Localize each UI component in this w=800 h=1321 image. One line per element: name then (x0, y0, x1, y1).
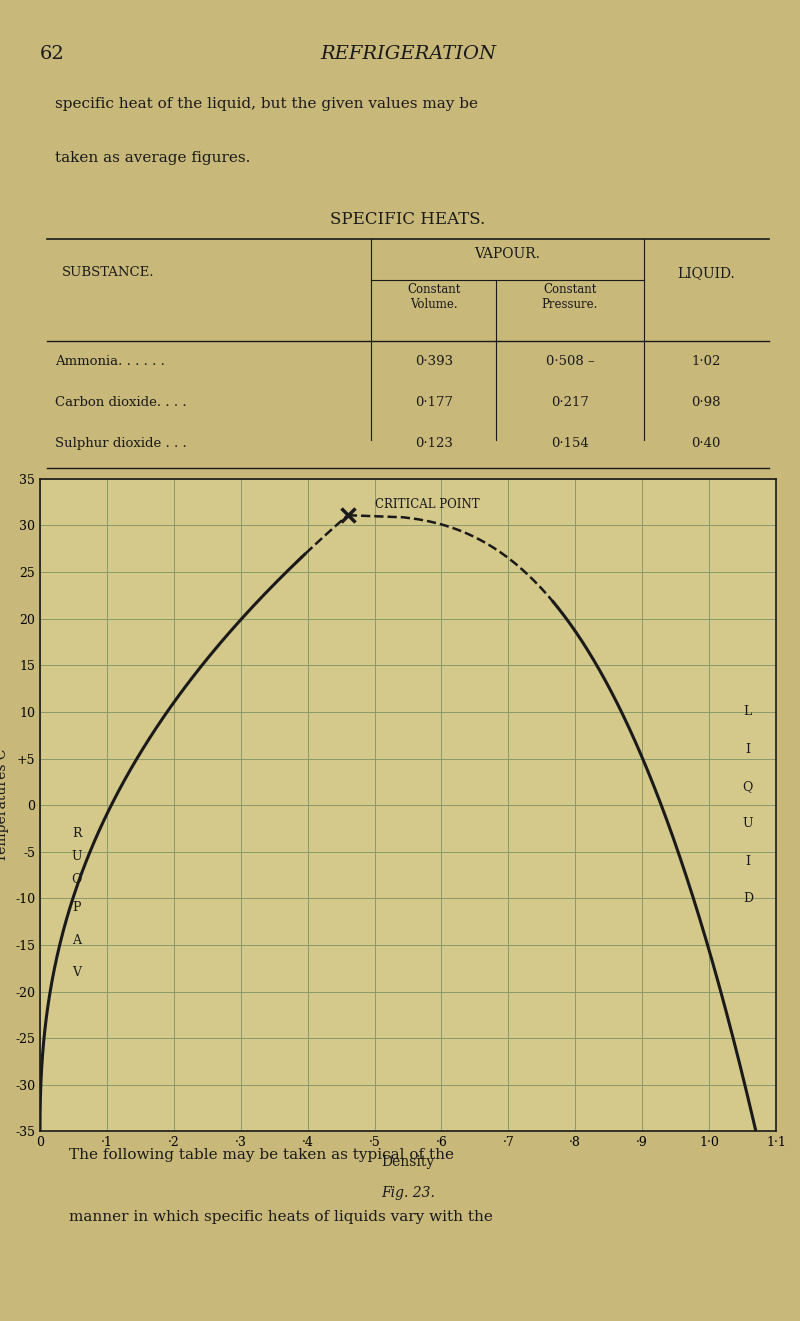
Text: R: R (72, 827, 82, 840)
Text: U: U (71, 849, 82, 863)
Text: L: L (744, 705, 752, 719)
Text: 0·154: 0·154 (551, 437, 589, 450)
Text: A: A (72, 934, 82, 947)
Text: 0·123: 0·123 (415, 437, 453, 450)
Text: Carbon dioxide. . . .: Carbon dioxide. . . . (54, 396, 186, 410)
Text: O: O (72, 873, 82, 886)
Text: Constant
Volume.: Constant Volume. (407, 283, 461, 310)
Text: Fig. 23.: Fig. 23. (381, 1186, 435, 1199)
Text: 1·02: 1·02 (691, 354, 721, 367)
Text: 0·217: 0·217 (551, 396, 589, 410)
Text: Sulphur dioxide . . .: Sulphur dioxide . . . (54, 437, 186, 450)
Text: SUBSTANCE.: SUBSTANCE. (62, 267, 154, 279)
Text: V: V (72, 967, 82, 979)
X-axis label: Density: Density (382, 1155, 434, 1169)
Text: U: U (742, 818, 753, 831)
Text: Q: Q (742, 779, 753, 793)
Text: taken as average figures.: taken as average figures. (54, 151, 250, 165)
Text: I: I (746, 742, 750, 756)
Text: 0·40: 0·40 (691, 437, 721, 450)
Text: I: I (746, 855, 750, 868)
Text: CRITICAL POINT: CRITICAL POINT (374, 498, 479, 511)
Text: D: D (743, 892, 753, 905)
Text: P: P (73, 901, 81, 914)
Text: 0·393: 0·393 (414, 354, 453, 367)
Text: LIQUID.: LIQUID. (678, 267, 735, 280)
Text: SPECIFIC HEATS.: SPECIFIC HEATS. (330, 211, 486, 229)
Text: Ammonia. . . . . .: Ammonia. . . . . . (54, 354, 165, 367)
Y-axis label: Temperatures C: Temperatures C (0, 749, 10, 861)
Text: 0·177: 0·177 (414, 396, 453, 410)
Text: 0·98: 0·98 (691, 396, 721, 410)
Text: The following table may be taken as typical of the: The following table may be taken as typi… (70, 1148, 454, 1161)
Text: 0·508 –: 0·508 – (546, 354, 594, 367)
Text: REFRIGERATION: REFRIGERATION (320, 45, 496, 62)
Text: manner in which specific heats of liquids vary with the: manner in which specific heats of liquid… (70, 1210, 494, 1223)
Text: 62: 62 (40, 45, 65, 62)
Text: specific heat of the liquid, but the given values may be: specific heat of the liquid, but the giv… (54, 96, 478, 111)
Text: VAPOUR.: VAPOUR. (474, 247, 540, 262)
Text: Constant
Pressure.: Constant Pressure. (542, 283, 598, 310)
